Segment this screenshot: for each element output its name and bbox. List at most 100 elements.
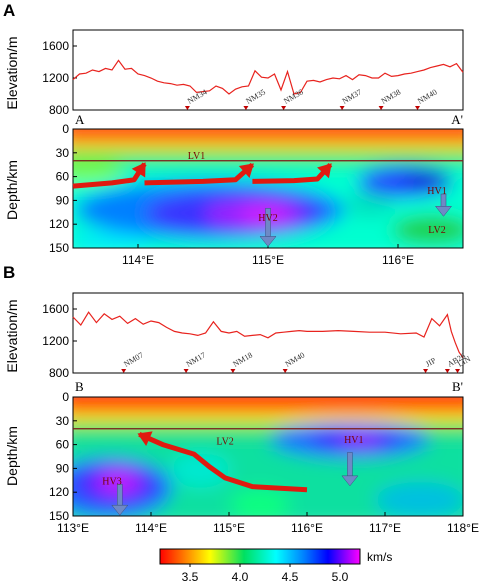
station-marker [423, 369, 429, 373]
topo-b-ytick-label: 1600 [42, 302, 69, 316]
colorbar: 3.5 4.0 4.5 5.0 km/s [159, 548, 392, 584]
topo-a-ytick-label: 1200 [42, 71, 69, 85]
colorbar-ticks: 3.5 4.0 4.5 5.0 [182, 564, 349, 584]
upwelling-arrowhead [137, 431, 153, 447]
station-marker [455, 369, 461, 373]
section-a-xtick-label: 114°E [122, 253, 154, 267]
arrows-b [111, 431, 359, 516]
annotations-b: LV2 HV1 HV3 [102, 435, 363, 487]
anomaly-label: LV2 [216, 437, 233, 448]
section-a-ytick-label: 30 [56, 146, 70, 160]
section-b-ytick-label: 150 [49, 509, 69, 523]
section-b-xtick-label: 118°E [447, 521, 479, 535]
anomaly-label: HV1 [344, 435, 363, 446]
anomaly-label: HV3 [102, 476, 121, 487]
station-marker [121, 369, 127, 373]
panel-label-b: B [3, 263, 15, 282]
colorbar-unit: km/s [367, 550, 392, 564]
elevation-axis-title-b: Elevation/m [4, 299, 20, 372]
section-a-ytick-label: 90 [56, 193, 70, 207]
section-b-xtick-label: 113°E [57, 521, 89, 535]
colorbar-tick-label: 5.0 [332, 570, 349, 584]
station-marker [243, 106, 249, 110]
profile-end-a-right: A' [451, 112, 463, 127]
downwelling-arrow [117, 484, 123, 506]
topo-frame-a [72, 29, 464, 111]
section-ticks-a: 0 30 60 90 120 150 114°E 115°E 116°E [49, 122, 414, 267]
station-label: NM17 [185, 350, 208, 368]
upwelling-arrowhead [238, 163, 254, 178]
topo-yticks-a: 800 1200 1600 [42, 39, 77, 117]
annotations-a: LV1 HV1 HV2 LV2 [188, 151, 447, 236]
station-label: NM34 [186, 87, 209, 105]
downwelling-arrowhead [259, 236, 277, 247]
colorbar-gradient [159, 548, 361, 565]
topo-yticks-b: 800 1200 1600 [42, 302, 77, 380]
colorbar-tick-label: 4.5 [282, 570, 299, 584]
station-marker [281, 106, 287, 110]
section-b-ytick-label: 90 [56, 461, 70, 475]
station-label: NM40 [416, 87, 439, 105]
station-marker [415, 106, 420, 110]
topo-b-ytick-label: 1200 [42, 334, 69, 348]
station-marker [184, 106, 190, 110]
station-label: NM40 [284, 350, 307, 368]
downwelling-arrowhead [341, 475, 359, 487]
profile-end-b-right: B' [452, 379, 463, 394]
colorbar-tick-label: 4.0 [232, 570, 249, 584]
station-label: NM18 [231, 350, 254, 368]
section-b-xtick-label: 116°E [291, 521, 323, 535]
station-label: NM38 [380, 87, 403, 105]
anomaly-label: HV2 [258, 213, 277, 224]
upwelling-arrowhead [131, 162, 146, 178]
section-a-ytick-label: 60 [56, 170, 70, 184]
upwelling-arrow [144, 162, 255, 186]
station-marker [444, 369, 450, 373]
profile-end-b-left: B [75, 379, 84, 394]
section-a-ytick-label: 120 [49, 217, 69, 231]
elevation-line-b [72, 311, 464, 359]
downwelling-arrowhead [111, 504, 129, 516]
depth-axis-title-a: Depth/km [4, 160, 20, 220]
topo-a-ytick-label: 800 [49, 103, 69, 117]
station-marker [183, 369, 189, 373]
arrows-a [72, 162, 453, 247]
section-b-ytick-label: 120 [49, 485, 69, 499]
section-a-ytick-label: 150 [49, 241, 69, 255]
station-label: NM37 [341, 87, 364, 105]
elevation-axis-title-a: Elevation/m [4, 36, 20, 109]
station-marker [282, 369, 288, 373]
elevation-line-a [72, 59, 464, 95]
section-b-xtick-label: 114°E [135, 521, 167, 535]
station-marker [230, 369, 236, 373]
section-b-ytick-label: 60 [56, 438, 70, 452]
topo-frame-b [72, 292, 464, 374]
velocity-field-b [73, 397, 463, 516]
section-a-xtick-label: 115°E [252, 253, 284, 267]
station-label: NM07 [122, 350, 145, 368]
downwelling-arrow [347, 452, 353, 477]
station-label: JIP [424, 356, 438, 369]
section-b-ytick-label: 30 [56, 414, 70, 428]
section-b-xtick-label: 117°E [369, 521, 401, 535]
colorbar-tick-label: 3.5 [182, 570, 199, 584]
stations-a: NM34 NM35 NM36 NM37 NM38 NM40 [184, 87, 439, 110]
station-label: NM35 [244, 87, 267, 105]
section-a-ytick-label: 0 [62, 122, 69, 136]
anomaly-label: LV2 [428, 225, 445, 236]
topo-b-ytick-label: 800 [49, 366, 69, 380]
downwelling-arrowhead [434, 206, 453, 217]
anomaly-label: LV1 [188, 151, 205, 162]
section-b-xtick-label: 115°E [213, 521, 245, 535]
station-marker [339, 106, 345, 110]
panel-label-a: A [3, 1, 15, 20]
profile-end-a-left: A [75, 112, 85, 127]
station-marker [378, 106, 384, 110]
